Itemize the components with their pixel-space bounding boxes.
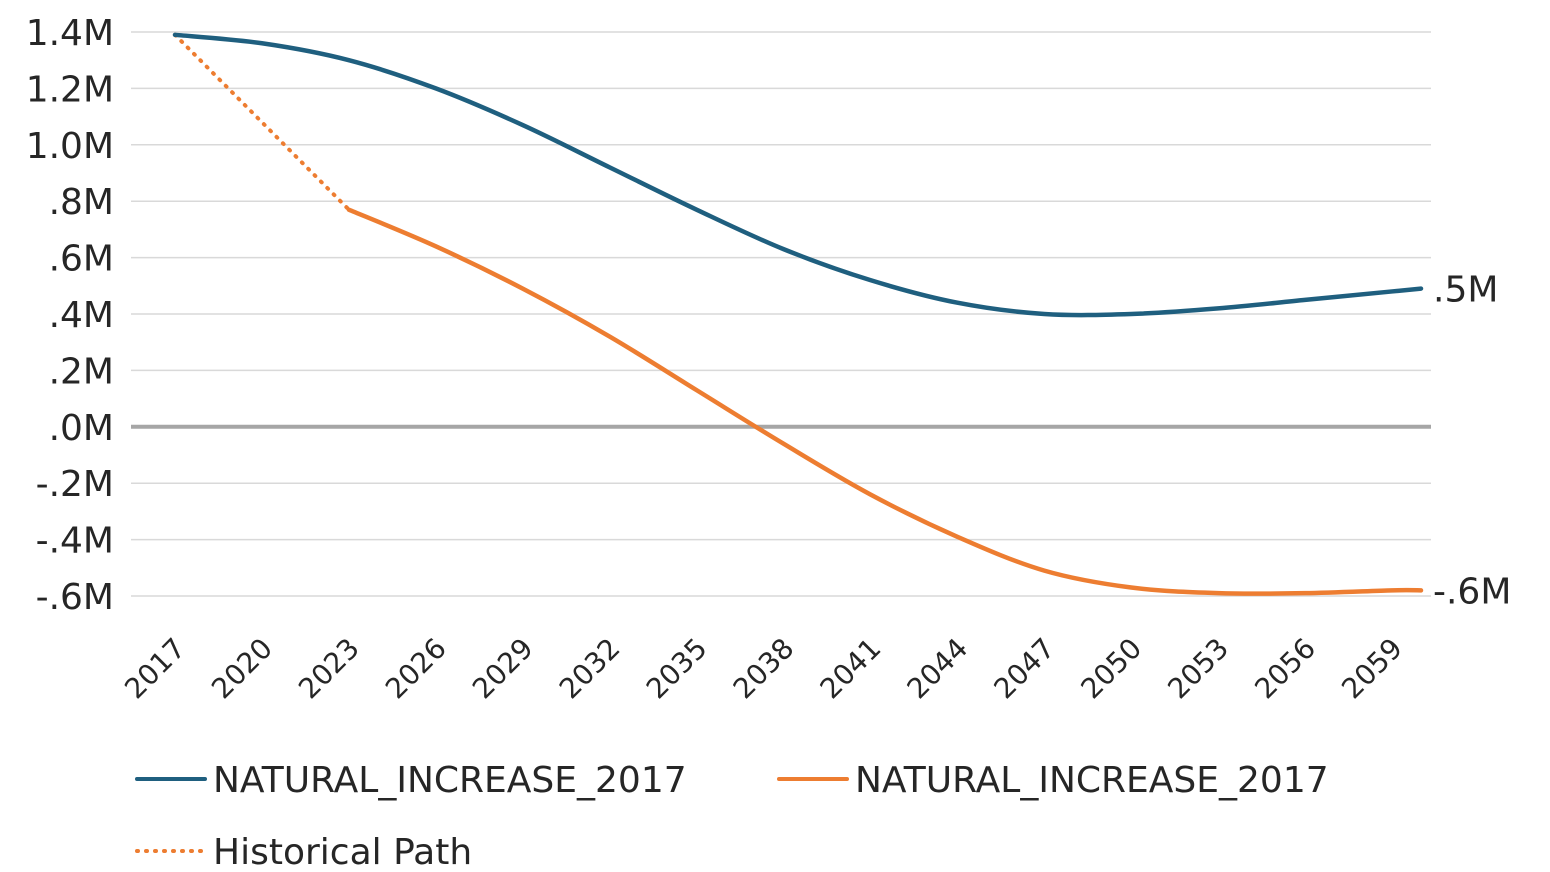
x-tick-label: 2059 — [1335, 632, 1409, 706]
x-tick-label: 2056 — [1248, 632, 1322, 706]
y-tick-label: .6M — [49, 239, 114, 280]
x-tick-label: 2050 — [1074, 632, 1148, 706]
y-tick-label: .0M — [49, 408, 114, 449]
x-tick-label: 2035 — [640, 632, 714, 706]
x-tick-label: 2038 — [727, 632, 801, 706]
y-tick-label: -.2M — [36, 464, 114, 505]
series-line-0 — [172, 32, 1424, 318]
legend: NATURAL_INCREASE_2017 NATURAL_INCREASE_20… — [135, 760, 1329, 872]
series-end-label-0: .5M — [1433, 270, 1498, 311]
y-tick-label: -.4M — [36, 521, 114, 562]
legend-label: NATURAL_INCREASE_2017 — [213, 760, 687, 801]
y-tick-label: .8M — [49, 182, 114, 223]
y-tick-label: .2M — [49, 351, 114, 392]
y-tick-label: -.6M — [36, 577, 114, 618]
x-tick-label: 2023 — [292, 632, 366, 706]
y-tick-label: .4M — [49, 295, 114, 336]
series-lines — [172, 32, 1424, 596]
series-end-label-1: -.6M — [1433, 571, 1511, 612]
series-line-1 — [346, 207, 1424, 596]
x-tick-label: 2047 — [988, 632, 1062, 706]
x-tick-label: 2020 — [205, 632, 279, 706]
y-tick-label: 1.0M — [26, 126, 114, 167]
legend-label: Historical Path — [213, 832, 472, 872]
x-tick-label: 2026 — [379, 632, 453, 706]
legend-label: NATURAL_INCREASE_2017 — [855, 760, 1329, 801]
y-tick-label: 1.4M — [26, 13, 114, 54]
gridlines — [131, 31, 1431, 597]
x-axis-ticks: 2017 2020 2023 2026 2029 2032 2035 2038 2041 2044… — [118, 632, 1409, 706]
x-tick-label: 2044 — [901, 632, 975, 706]
x-tick-label: 2041 — [814, 632, 888, 706]
x-tick-label: 2053 — [1161, 632, 1235, 706]
y-tick-label: 1.2M — [26, 69, 114, 110]
end-labels: .5M -.6M — [1433, 270, 1511, 613]
x-tick-label: 2017 — [118, 632, 192, 706]
series-line-2 — [173, 32, 351, 212]
x-tick-label: 2032 — [553, 632, 627, 706]
y-axis-ticks: 1.4M 1.2M 1.0M .8M .6M .4M .2M .0M -.2M -.4M -.6M — [26, 13, 114, 618]
x-tick-label: 2029 — [466, 632, 540, 706]
